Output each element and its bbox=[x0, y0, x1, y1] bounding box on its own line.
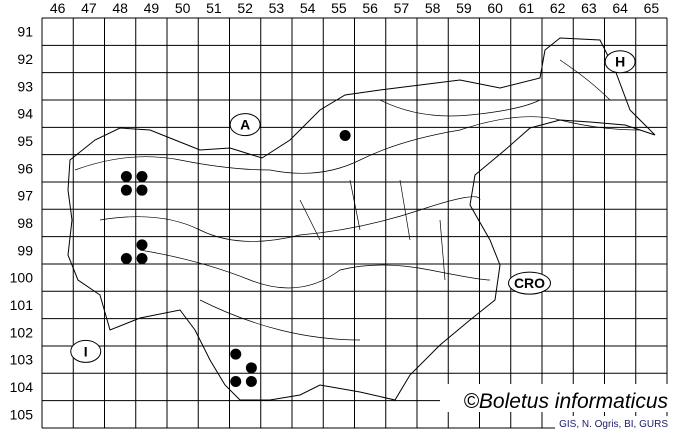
column-label: 60 bbox=[487, 0, 503, 16]
column-label: 54 bbox=[300, 0, 316, 16]
record-dot bbox=[230, 375, 242, 387]
country-label-ellipse bbox=[508, 271, 551, 295]
country-label: CRO bbox=[514, 275, 545, 291]
column-label: 50 bbox=[175, 0, 191, 16]
row-label: 93 bbox=[17, 78, 33, 94]
country-label: I bbox=[84, 343, 88, 359]
column-labels: 46 47 48 49 50 51 52 53 54 55 56 57 58 59 60 61 62 63 64 65 bbox=[50, 0, 660, 16]
row-label: 102 bbox=[10, 324, 34, 340]
column-label: 53 bbox=[269, 0, 285, 16]
row-label: 105 bbox=[10, 406, 34, 422]
column-label: 46 bbox=[50, 0, 66, 16]
copyright-box bbox=[440, 384, 672, 412]
country-border bbox=[67, 37, 656, 401]
country-label: H bbox=[615, 54, 625, 70]
record-dot bbox=[339, 130, 351, 142]
column-label: 61 bbox=[519, 0, 535, 16]
column-label: 51 bbox=[206, 0, 222, 16]
record-dot bbox=[120, 171, 132, 183]
row-label: 104 bbox=[10, 379, 34, 395]
row-label: 97 bbox=[17, 188, 33, 204]
column-label: 59 bbox=[456, 0, 472, 16]
country-labels: A H CRO I bbox=[70, 50, 636, 363]
column-label: 65 bbox=[644, 0, 660, 16]
column-label: 64 bbox=[612, 0, 628, 16]
column-label: 57 bbox=[394, 0, 410, 16]
row-label: 94 bbox=[17, 106, 33, 122]
rivers bbox=[74, 59, 641, 341]
source-text: GIS, N. Ogris, BI, GURS bbox=[559, 419, 668, 430]
grid-lines bbox=[41, 17, 668, 429]
row-label: 91 bbox=[17, 24, 33, 40]
row-label: 95 bbox=[17, 133, 33, 149]
row-label: 98 bbox=[17, 215, 33, 231]
column-label: 58 bbox=[425, 0, 441, 16]
column-label: 52 bbox=[237, 0, 253, 16]
row-label: 103 bbox=[10, 352, 34, 368]
row-label: 92 bbox=[17, 51, 33, 67]
row-label: 101 bbox=[10, 297, 34, 313]
country-label-ellipse bbox=[229, 113, 261, 137]
column-label: 56 bbox=[362, 0, 378, 16]
row-label: 99 bbox=[17, 242, 33, 258]
record-dot bbox=[120, 253, 132, 265]
record-dot bbox=[136, 253, 148, 265]
column-label: 48 bbox=[112, 0, 128, 16]
record-dot bbox=[230, 348, 242, 360]
record-dots bbox=[120, 130, 351, 387]
record-dot bbox=[136, 171, 148, 183]
source-box bbox=[555, 416, 672, 430]
row-label: 96 bbox=[17, 160, 33, 176]
column-label: 62 bbox=[550, 0, 566, 16]
record-dot bbox=[136, 239, 148, 251]
column-label: 47 bbox=[81, 0, 97, 16]
column-label: 63 bbox=[581, 0, 597, 16]
row-labels: 91 92 93 94 95 96 97 98 99 100 101 102 103 104 105 bbox=[10, 24, 34, 423]
record-dot bbox=[120, 184, 132, 196]
column-label: 49 bbox=[144, 0, 160, 16]
column-label: 55 bbox=[331, 0, 347, 16]
record-dot bbox=[136, 184, 148, 196]
country-label: A bbox=[240, 117, 250, 133]
record-dot bbox=[245, 362, 257, 374]
record-dot bbox=[245, 375, 257, 387]
copyright-text: ©Boletus informaticus bbox=[463, 390, 668, 413]
country-label-ellipse bbox=[70, 339, 102, 363]
country-label-ellipse bbox=[604, 50, 636, 74]
row-label: 100 bbox=[10, 270, 34, 286]
